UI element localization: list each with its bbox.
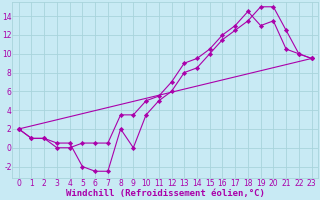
X-axis label: Windchill (Refroidissement éolien,°C): Windchill (Refroidissement éolien,°C) xyxy=(66,189,265,198)
